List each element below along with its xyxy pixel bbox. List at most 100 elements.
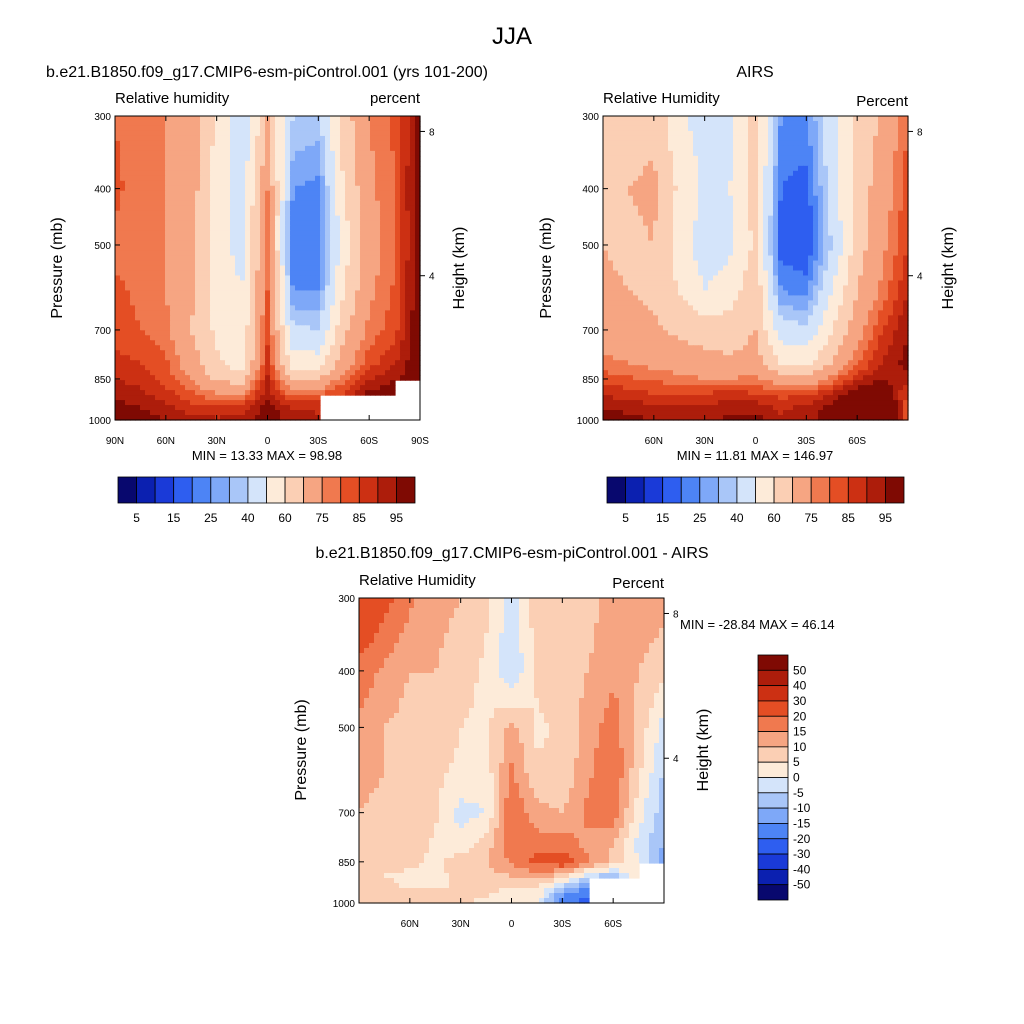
contour-cell bbox=[305, 200, 311, 207]
contour-cell bbox=[300, 315, 306, 321]
contour-cell bbox=[370, 310, 376, 316]
contour-cell bbox=[365, 335, 371, 341]
contour-cell bbox=[200, 130, 206, 137]
contour-cell bbox=[818, 130, 824, 137]
contour-cell bbox=[380, 310, 386, 316]
contour-cell bbox=[668, 170, 674, 177]
contour-cell bbox=[140, 380, 146, 386]
contour-cell bbox=[140, 230, 146, 237]
contour-cell bbox=[210, 415, 216, 421]
contour-cell bbox=[135, 190, 141, 197]
contour-cell bbox=[798, 210, 804, 217]
contour-cell bbox=[903, 190, 909, 197]
contour-cell bbox=[220, 410, 226, 416]
contour-cell bbox=[255, 270, 261, 277]
contour-cell bbox=[230, 270, 236, 277]
contour-cell bbox=[658, 125, 664, 132]
contour-cell bbox=[340, 295, 346, 301]
contour-cell bbox=[130, 325, 136, 331]
contour-cell bbox=[643, 130, 649, 137]
contour-cell bbox=[878, 180, 884, 187]
contour-cell bbox=[230, 205, 236, 212]
contour-cell bbox=[400, 145, 406, 152]
contour-cell bbox=[185, 330, 191, 336]
contour-cell bbox=[758, 215, 764, 222]
contour-cell bbox=[295, 250, 301, 257]
contour-cell bbox=[260, 145, 266, 152]
contour-cell bbox=[883, 175, 889, 182]
contour-cell bbox=[220, 135, 226, 142]
contour-cell bbox=[683, 150, 689, 157]
contour-cell bbox=[260, 320, 266, 326]
contour-cell bbox=[155, 295, 161, 301]
contour-cell bbox=[608, 200, 614, 207]
contour-cell bbox=[295, 255, 301, 262]
contour-cell bbox=[833, 140, 839, 147]
contour-cell bbox=[310, 130, 316, 137]
contour-cell bbox=[405, 280, 411, 287]
contour-cell bbox=[375, 325, 381, 331]
contour-cell bbox=[315, 180, 321, 187]
contour-cell bbox=[658, 195, 664, 202]
contour-cell bbox=[833, 205, 839, 212]
contour-cell bbox=[140, 170, 146, 177]
contour-cell bbox=[718, 116, 724, 122]
contour-cell bbox=[300, 385, 306, 391]
contour-cell bbox=[355, 155, 361, 162]
contour-cell bbox=[160, 340, 166, 346]
contour-cell bbox=[210, 345, 216, 351]
contour-cell bbox=[335, 260, 341, 267]
contour-cell bbox=[130, 116, 136, 122]
contour-cell bbox=[215, 330, 221, 336]
contour-cell bbox=[135, 235, 141, 242]
contour-cell bbox=[833, 210, 839, 217]
contour-cell bbox=[210, 135, 216, 142]
contour-cell bbox=[415, 116, 421, 122]
contour-cell bbox=[215, 360, 221, 366]
contour-cell bbox=[883, 160, 889, 167]
contour-cell bbox=[215, 170, 221, 177]
contour-cell bbox=[758, 185, 764, 192]
contour-cell bbox=[195, 305, 201, 311]
contour-cell bbox=[778, 215, 784, 222]
contour-cell bbox=[743, 135, 749, 142]
contour-cell bbox=[305, 170, 311, 177]
contour-cell bbox=[798, 170, 804, 177]
contour-cell bbox=[698, 116, 704, 122]
contour-cell bbox=[773, 120, 779, 127]
contour-cell bbox=[265, 245, 271, 252]
contour-cell bbox=[653, 190, 659, 197]
contour-cell bbox=[115, 125, 121, 132]
contour-cell bbox=[115, 350, 121, 356]
contour-cell bbox=[175, 320, 181, 326]
contour-cell bbox=[135, 145, 141, 152]
contour-cell bbox=[240, 355, 246, 361]
contour-cell bbox=[265, 145, 271, 152]
contour-cell bbox=[270, 116, 276, 122]
contour-cell bbox=[115, 130, 121, 137]
contour-cell bbox=[190, 385, 196, 391]
contour-cell bbox=[618, 155, 624, 162]
contour-cell bbox=[145, 255, 151, 262]
contour-cell bbox=[340, 240, 346, 247]
contour-cell bbox=[823, 175, 829, 182]
contour-cell bbox=[225, 395, 231, 401]
contour-cell bbox=[818, 190, 824, 197]
contour-cell bbox=[345, 255, 351, 262]
contour-cell bbox=[130, 155, 136, 162]
contour-cell bbox=[160, 400, 166, 406]
contour-cell bbox=[320, 390, 326, 396]
contour-cell bbox=[828, 200, 834, 207]
contour-cell bbox=[868, 140, 874, 147]
contour-cell bbox=[175, 120, 181, 127]
y-tick-label: 850 bbox=[94, 375, 111, 386]
contour-cell bbox=[290, 210, 296, 217]
contour-cell bbox=[260, 385, 266, 391]
contour-cell bbox=[320, 130, 326, 137]
contour-cell bbox=[893, 160, 899, 167]
contour-cell bbox=[638, 160, 644, 167]
contour-cell bbox=[300, 260, 306, 267]
contour-cell bbox=[375, 290, 381, 297]
contour-cell bbox=[305, 190, 311, 197]
contour-cell bbox=[205, 116, 211, 122]
